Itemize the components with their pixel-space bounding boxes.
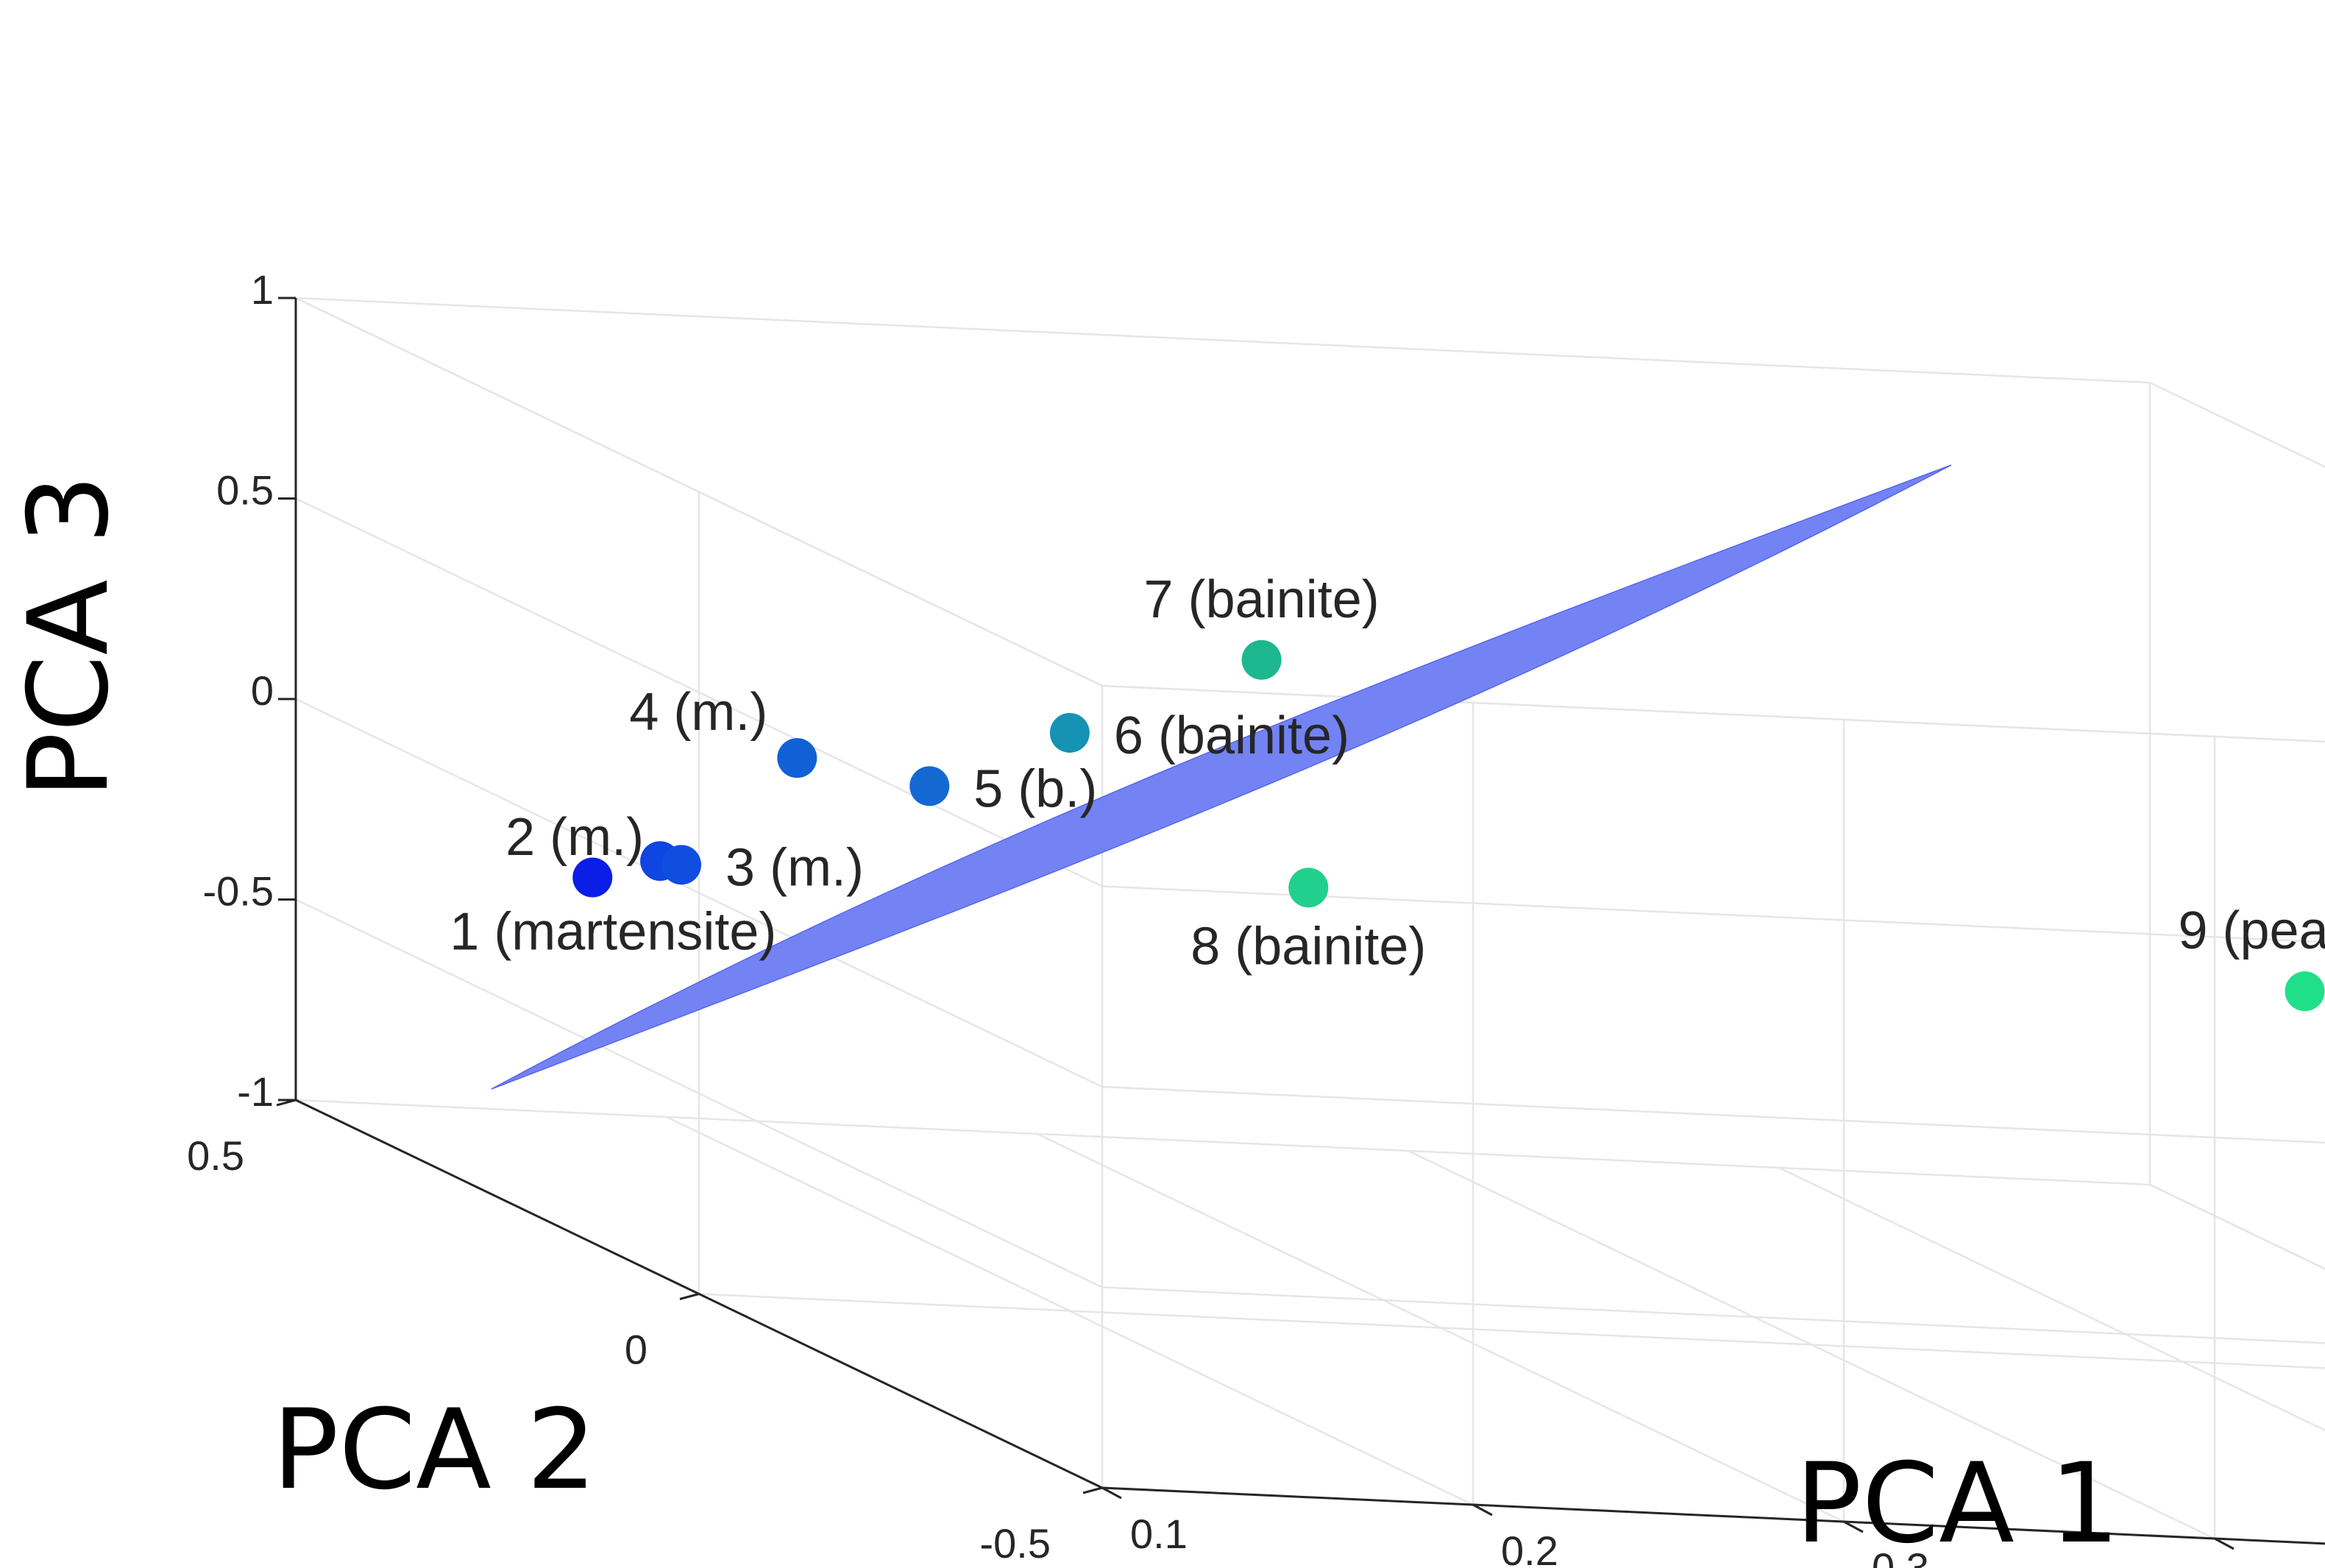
x-tick [1101,1486,1122,1500]
data-point-label: 5 (b.) [973,759,1097,818]
data-point [2285,971,2325,1012]
y-tick-label: 0.5 [187,1132,244,1179]
data-point-label: 9 (pearlite) [2178,901,2325,960]
grid-line-z-back [1101,885,2325,943]
plane-layer [491,464,1952,1090]
data-point-label: 2 (m.) [505,808,644,867]
z-tick-label: 0.5 [216,467,274,514]
data-point [661,845,702,885]
x-tick [1472,1503,1493,1516]
y-axis-title: PCA 2 [272,1386,597,1514]
titles-layer: PCA 1 PCA 2 PCA 3 [5,475,2120,1568]
grid-line-y-floor [698,1293,2325,1369]
x-axis-title: PCA 1 [1795,1440,2120,1568]
grid-line-z-left [295,698,1103,1088]
grid-line-z-left [295,898,1103,1288]
grid-line-z-left [295,497,1103,887]
grid-line-z-back [1101,1286,2325,1344]
grid-line-x-floor [2149,1183,2325,1270]
y-tick [276,1099,297,1107]
data-point-label: 3 (m.) [725,838,864,897]
x-tick [1843,1520,1864,1533]
box-edge [2149,1183,2325,1270]
z-tick-label: 0 [251,667,274,714]
grid-line-z-back [1101,1085,2325,1144]
grid-line-z-back [1101,1486,2325,1545]
data-point [1288,868,1329,908]
data-point [1049,712,1090,753]
y-tick [679,1293,700,1300]
z-tick-label: -1 [237,1068,274,1115]
axes-layer: -1-0.500.51-0.500.50.10.20.30.40.50.6 [187,266,2325,1568]
x-tick [2214,1537,2235,1550]
labels-layer: 1 (martensite) 2 (m.) 3 (m.) 4 (m.) 5 (b.) 6 … [450,570,2325,976]
data-point-label: 6 (bainite) [1114,706,1349,765]
data-point-label: 7 (bainite) [1144,570,1380,629]
data-point-label: 4 (m.) [629,683,767,742]
box-edge [295,297,1103,687]
y-tick-label: 0 [625,1327,647,1373]
data-point-label: 1 (martensite) [450,903,776,962]
points-layer [572,639,2325,1012]
data-point-label: 8 (bainite) [1190,917,1426,976]
separating-plane [491,464,1952,1090]
z-axis-title: PCA 3 [5,475,133,799]
x-tick-label: 0.1 [1130,1511,1188,1557]
data-point [1241,639,1282,680]
y-tick [1082,1486,1103,1494]
box-edge [295,297,2151,384]
x-tick-label: 0.4 [2243,1561,2300,1568]
grid-line-y-floor [1101,1486,2325,1545]
data-point [909,766,950,806]
x-axis-line [1101,1486,2325,1545]
z-tick-label: 1 [251,266,274,313]
data-point [777,738,817,778]
y-tick-label: -0.5 [980,1520,1051,1567]
z-tick-label: -0.5 [203,868,274,915]
x-tick-label: 0.3 [1872,1544,1929,1568]
box-edge [2149,381,2325,468]
x-tick-label: 0.2 [1501,1528,1558,1568]
data-point [572,857,613,898]
grid-line-y-floor [295,1099,2151,1186]
